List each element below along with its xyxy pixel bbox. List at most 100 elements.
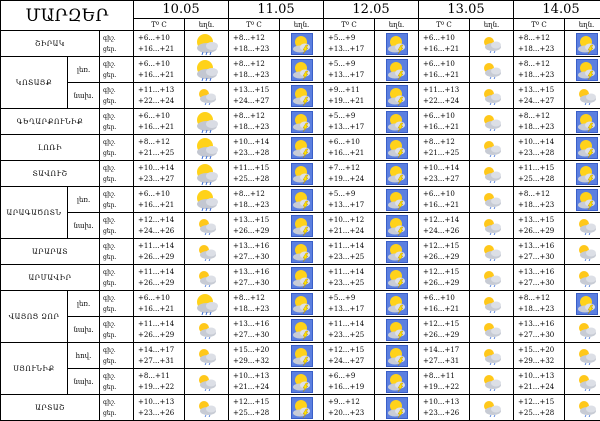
temp-header: Tº C <box>323 18 376 31</box>
region-name: ԿՈՏԱՅՔ <box>0 56 68 109</box>
subregion-label: նախ. <box>67 82 100 109</box>
temperature-cell: +12...+14 +24...+26 <box>133 212 186 239</box>
weather-cell <box>279 368 325 395</box>
weather-cell <box>469 30 515 57</box>
partly-cloudy-icon <box>566 243 600 261</box>
weather-cell <box>564 316 600 343</box>
sun-cloud-rain-icon <box>186 292 228 316</box>
weather-cell <box>564 264 600 291</box>
table-row: ԱՐՏԱՇ գիշ. ցեր. +10...+13 +23...+26 +12...+15… <box>0 394 600 421</box>
partly-cloudy-icon <box>186 87 228 105</box>
time-of-day: գիշ. ցեր. <box>98 160 135 187</box>
temperature-cell: +6...+10 +16...+21 <box>133 108 186 135</box>
temperature-cell: +6...+10 +16...+21 <box>323 134 376 161</box>
weather-cell <box>374 160 420 187</box>
table-row: ՎԱՅՈՑ ՁՈՐ լեռ. գիշ. ցեր. +6...+10 +16...+21 +8… <box>0 290 600 343</box>
weather-cell <box>184 108 230 135</box>
time-of-day: գիշ. ցեր. <box>98 238 135 265</box>
weather-cell <box>469 394 515 421</box>
temperature-cell: +6...+10 +16...+21 <box>418 186 471 213</box>
temperature-cell: +5...+9 +13...+17 <box>323 290 376 317</box>
temperature-cell: +13...+15 +26...+29 <box>228 212 281 239</box>
thunderstorm-icon <box>281 188 323 211</box>
time-of-day: գիշ. ցեր. <box>98 212 135 239</box>
temperature-cell: +11...+14 +26...+29 <box>133 238 186 265</box>
temperature-cell: +8...+12 +21...+25 <box>418 134 471 161</box>
temperature-cell: +10...+14 +23...+27 <box>418 160 471 187</box>
sun-cloud-rain-icon <box>186 58 228 82</box>
temperature-cell: +11...+14 +23...+25 <box>323 238 376 265</box>
weather-cell <box>469 134 515 161</box>
table-row: ԳԵՂԱՐՔՈՒՆԻՔ գիշ. ցեր. +6...+10 +16...+21 +8..… <box>0 108 600 135</box>
weather-cell <box>184 264 230 291</box>
temperature-cell: +11...+15 +25...+28 <box>228 160 281 187</box>
temperature-cell: +5...+9 +13...+17 <box>323 108 376 135</box>
time-of-day: գիշ. ցեր. <box>98 134 135 161</box>
temperature-cell: +6...+10 +16...+21 <box>133 56 186 83</box>
thunderstorm-icon <box>376 266 418 289</box>
partly-cloudy-icon <box>566 217 600 235</box>
temp-header: Tº C <box>228 18 281 31</box>
sun-cloud-rain-icon <box>186 32 228 56</box>
partly-cloudy-icon <box>471 139 513 157</box>
thunderstorm-icon <box>281 344 323 367</box>
table-row: ԱՐՄԱՎԻՐ գիշ. ցեր. +11...+14 +26...+29 +13...+… <box>0 264 600 291</box>
subregion-label: լեռ. <box>67 56 100 83</box>
partly-cloudy-icon <box>186 373 228 391</box>
weather-cell <box>184 394 230 421</box>
partly-cloudy-icon <box>186 321 228 339</box>
temperature-cell: +12...+15 +26...+29 <box>418 264 471 291</box>
time-of-day: գիշ. ցեր. <box>98 108 135 135</box>
partly-cloudy-icon <box>566 321 600 339</box>
weather-cell <box>184 160 230 187</box>
partly-cloudy-icon <box>186 217 228 235</box>
temperature-cell: +10...+14 +23...+28 <box>513 134 566 161</box>
temperature-cell: +8...+12 +18...+23 <box>228 108 281 135</box>
partly-cloudy-icon <box>471 61 513 79</box>
weather-cell <box>374 316 420 343</box>
partly-cloudy-icon <box>471 321 513 339</box>
time-of-day: գիշ. ցեր. <box>98 56 135 83</box>
thunderstorm-icon <box>281 162 323 185</box>
thunderstorm-icon <box>376 344 418 367</box>
weather-cell <box>374 108 420 135</box>
weather-cell <box>374 238 420 265</box>
weather-cell <box>469 316 515 343</box>
regions-header: ՄԱՐԶԵՐ <box>0 0 135 31</box>
temperature-cell: +6...+10 +16...+21 <box>418 290 471 317</box>
thunderstorm-icon <box>566 292 600 315</box>
temp-header: Tº C <box>133 18 186 31</box>
sun-cloud-rain-icon <box>186 188 228 212</box>
thunderstorm-icon <box>376 110 418 133</box>
partly-cloudy-icon <box>566 347 600 365</box>
weather-cell <box>184 342 230 369</box>
temperature-cell: +13...+16 +27...+30 <box>513 316 566 343</box>
weather-cell <box>564 212 600 239</box>
weather-cell <box>374 82 420 109</box>
partly-cloudy-icon <box>471 373 513 391</box>
weather-cell <box>564 160 600 187</box>
partly-cloudy-icon <box>471 191 513 209</box>
region-name: ՎԱՅՈՑ ՁՈՐ <box>0 290 68 343</box>
temperature-cell: +10...+13 +23...+26 <box>133 394 186 421</box>
partly-cloudy-icon <box>566 87 600 105</box>
temperature-cell: +13...+16 +27...+30 <box>228 238 281 265</box>
weather-cell <box>469 186 515 213</box>
region-name: ԼՈՌԻ <box>0 134 100 161</box>
thunderstorm-icon <box>281 370 323 393</box>
weather-cell <box>564 30 600 57</box>
temperature-cell: +6...+10 +16...+21 <box>133 186 186 213</box>
weather-cell <box>469 290 515 317</box>
weather-cell <box>469 238 515 265</box>
region-name: ՍՅՈՒՆԻՔ <box>0 342 68 395</box>
partly-cloudy-icon <box>566 399 600 417</box>
region-name: ԱՐՏԱՇ <box>0 394 100 421</box>
weather-cell <box>374 290 420 317</box>
table-row: ՍՅՈՒՆԻՔ հով. գիշ. ցեր. +14...+17 +27...+31 +15… <box>0 342 600 395</box>
partly-cloudy-icon <box>186 399 228 417</box>
temperature-cell: +6...+10 +16...+21 <box>418 30 471 57</box>
weather-cell <box>279 134 325 161</box>
weather-cell <box>184 30 230 57</box>
weather-cell <box>469 82 515 109</box>
temperature-cell: +6...+10 +16...+21 <box>133 290 186 317</box>
